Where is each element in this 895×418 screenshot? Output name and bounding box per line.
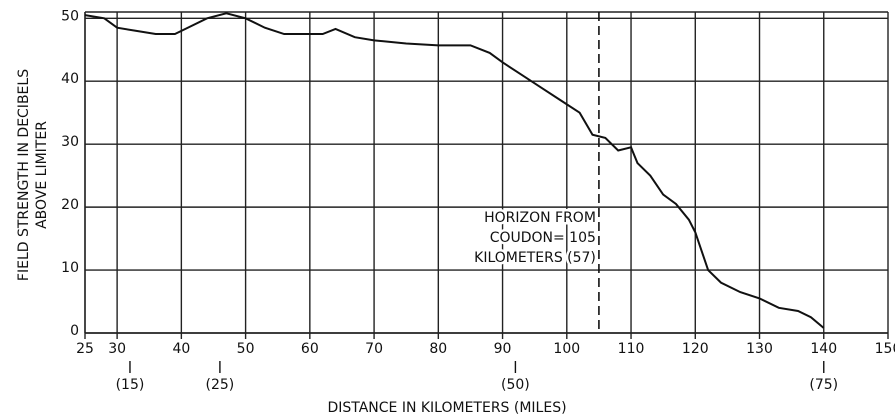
x-tick-label: 60: [301, 341, 319, 357]
data-line: [84, 12, 825, 329]
x-axis-label: DISTANCE IN KILOMETERS (MILES): [327, 400, 566, 416]
x-tick-label: 70: [365, 341, 383, 357]
x2-tick-label: (15): [116, 377, 145, 393]
x-tick-label: 90: [494, 341, 512, 357]
x-tick-label: 130: [746, 341, 773, 357]
x-tick-label: 150: [875, 341, 895, 357]
y-tick-label: 50: [61, 8, 79, 24]
x-tick-label: 120: [682, 341, 709, 357]
x-tick-label: 80: [429, 341, 447, 357]
annotation: KILOMETERS (57): [474, 250, 596, 266]
x2-tick-label: (25): [206, 377, 235, 393]
annotation: HORIZON FROM: [484, 210, 596, 226]
x-tick-label: 30: [108, 341, 126, 357]
y-tick-label: 10: [61, 260, 79, 276]
y-axis-label: FIELD STRENGTH IN DECIBELS: [16, 69, 32, 281]
y-tick-label: 30: [61, 134, 79, 150]
y-tick-label: 40: [61, 71, 79, 87]
x2-tick-label: (75): [809, 377, 838, 393]
x-tick-label: 40: [172, 341, 190, 357]
y-tick-label: 20: [61, 197, 79, 213]
y-tick-label: 0: [70, 323, 79, 339]
x-tick-label: 110: [618, 341, 645, 357]
x-tick-label: 100: [553, 341, 580, 357]
x-tick-label: 25: [76, 341, 94, 357]
y-axis-label: ABOVE LIMITER: [34, 121, 50, 229]
x2-tick-label: (50): [501, 377, 530, 393]
x-tick-label: 50: [237, 341, 255, 357]
annotation: COUDON= 105: [490, 230, 596, 246]
x-tick-label: 140: [810, 341, 837, 357]
